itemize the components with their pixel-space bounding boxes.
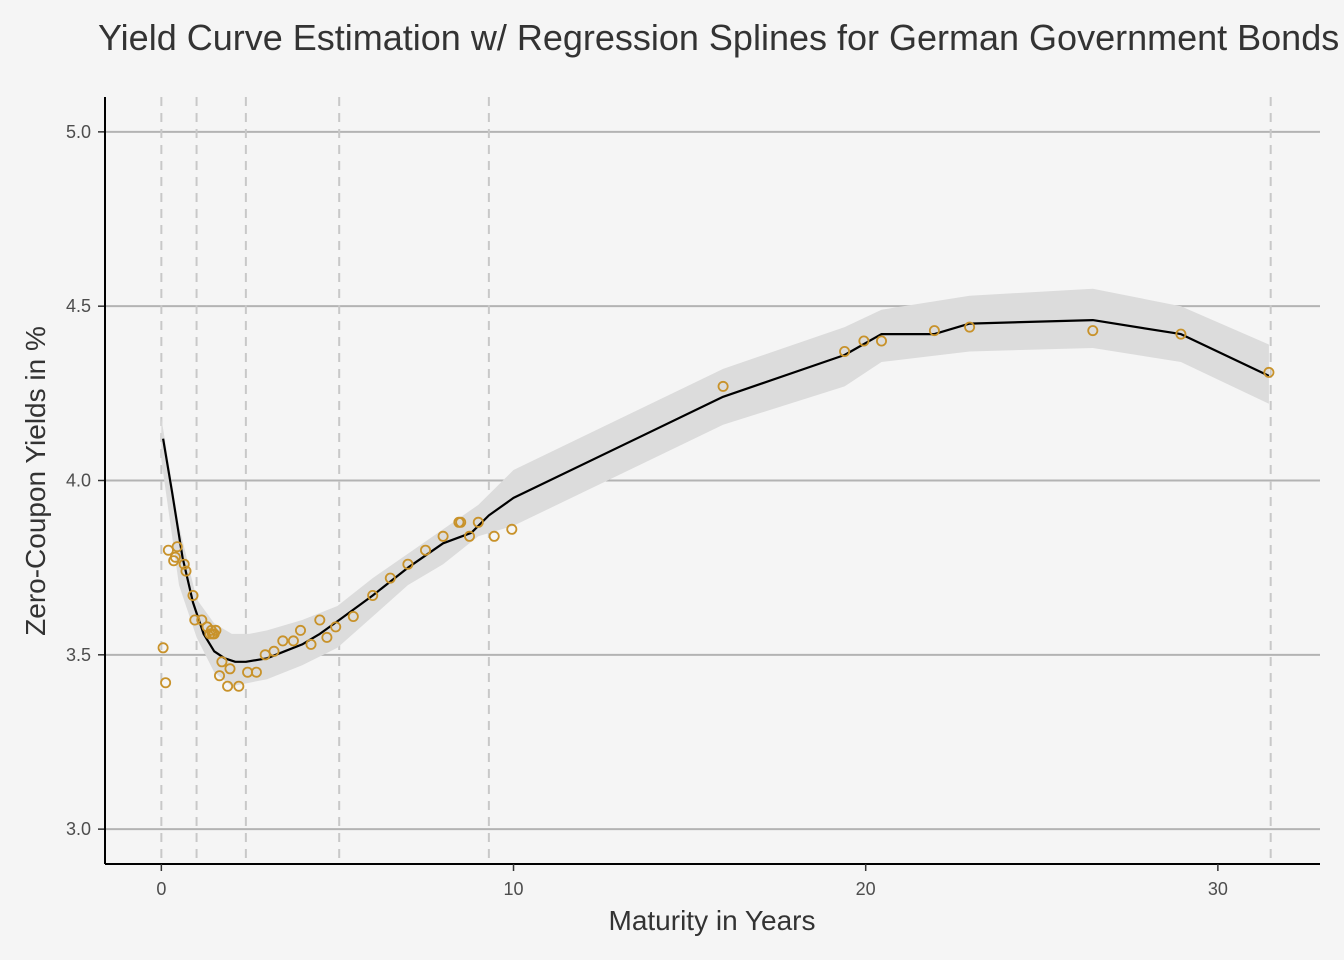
chart-title: Yield Curve Estimation w/ Regression Spl… bbox=[98, 17, 1339, 58]
data-point bbox=[876, 335, 888, 347]
x-tick-label: 0 bbox=[156, 879, 166, 899]
data-point bbox=[233, 680, 245, 692]
confidence-band bbox=[161, 288, 1269, 687]
data-point bbox=[294, 624, 306, 636]
y-tick-label: 3.0 bbox=[66, 819, 91, 839]
fit-line-layer bbox=[162, 319, 1270, 663]
data-point bbox=[839, 345, 851, 357]
data-point bbox=[268, 645, 280, 657]
data-point bbox=[196, 614, 208, 626]
data-point bbox=[169, 551, 181, 563]
data-point bbox=[419, 544, 431, 556]
data-point bbox=[321, 631, 333, 643]
data-point bbox=[171, 541, 183, 553]
data-point bbox=[213, 670, 225, 682]
data-point bbox=[455, 516, 467, 528]
data-point bbox=[216, 656, 228, 668]
data-point bbox=[964, 321, 976, 333]
data-point bbox=[1263, 366, 1275, 378]
data-point bbox=[347, 611, 359, 623]
data-point bbox=[160, 677, 172, 689]
data-point bbox=[367, 590, 379, 602]
axes-layer: 3.0 3.5 4.0 4.5 5.0 0 10 20 30 bbox=[66, 97, 1320, 899]
data-point bbox=[187, 590, 199, 602]
data-point bbox=[1087, 325, 1099, 337]
data-point bbox=[717, 380, 729, 392]
data-points-layer bbox=[157, 321, 1275, 692]
data-point bbox=[157, 642, 169, 654]
spline-fit-line bbox=[162, 319, 1270, 663]
data-point bbox=[472, 516, 484, 528]
data-point bbox=[928, 325, 940, 337]
data-point bbox=[314, 614, 326, 626]
x-axis-title: Maturity in Years bbox=[609, 905, 816, 936]
y-tick-label: 3.5 bbox=[66, 645, 91, 665]
y-tick-label: 4.0 bbox=[66, 471, 91, 491]
data-point bbox=[488, 530, 500, 542]
data-point bbox=[330, 621, 342, 633]
data-point bbox=[384, 572, 396, 584]
data-point bbox=[178, 558, 190, 570]
confidence-band-layer bbox=[161, 288, 1269, 687]
data-point bbox=[402, 558, 414, 570]
data-point bbox=[287, 635, 299, 647]
data-point bbox=[506, 523, 518, 535]
data-point bbox=[210, 624, 222, 636]
x-tick-label: 30 bbox=[1208, 879, 1228, 899]
data-point bbox=[250, 666, 262, 678]
data-point bbox=[222, 680, 234, 692]
grid-layer bbox=[105, 130, 1320, 831]
x-tick-label: 20 bbox=[856, 879, 876, 899]
data-point bbox=[1175, 328, 1187, 340]
data-point bbox=[224, 663, 236, 675]
y-axis-title: Zero-Coupon Yields in % bbox=[20, 326, 51, 636]
data-point bbox=[463, 530, 475, 542]
y-tick-label: 4.5 bbox=[66, 296, 91, 316]
data-point bbox=[858, 335, 870, 347]
data-point bbox=[189, 614, 201, 626]
x-tick-label: 10 bbox=[504, 879, 524, 899]
data-point bbox=[180, 565, 192, 577]
data-point bbox=[437, 530, 449, 542]
data-point bbox=[305, 638, 317, 650]
y-tick-label: 5.0 bbox=[66, 122, 91, 142]
data-point bbox=[277, 635, 289, 647]
